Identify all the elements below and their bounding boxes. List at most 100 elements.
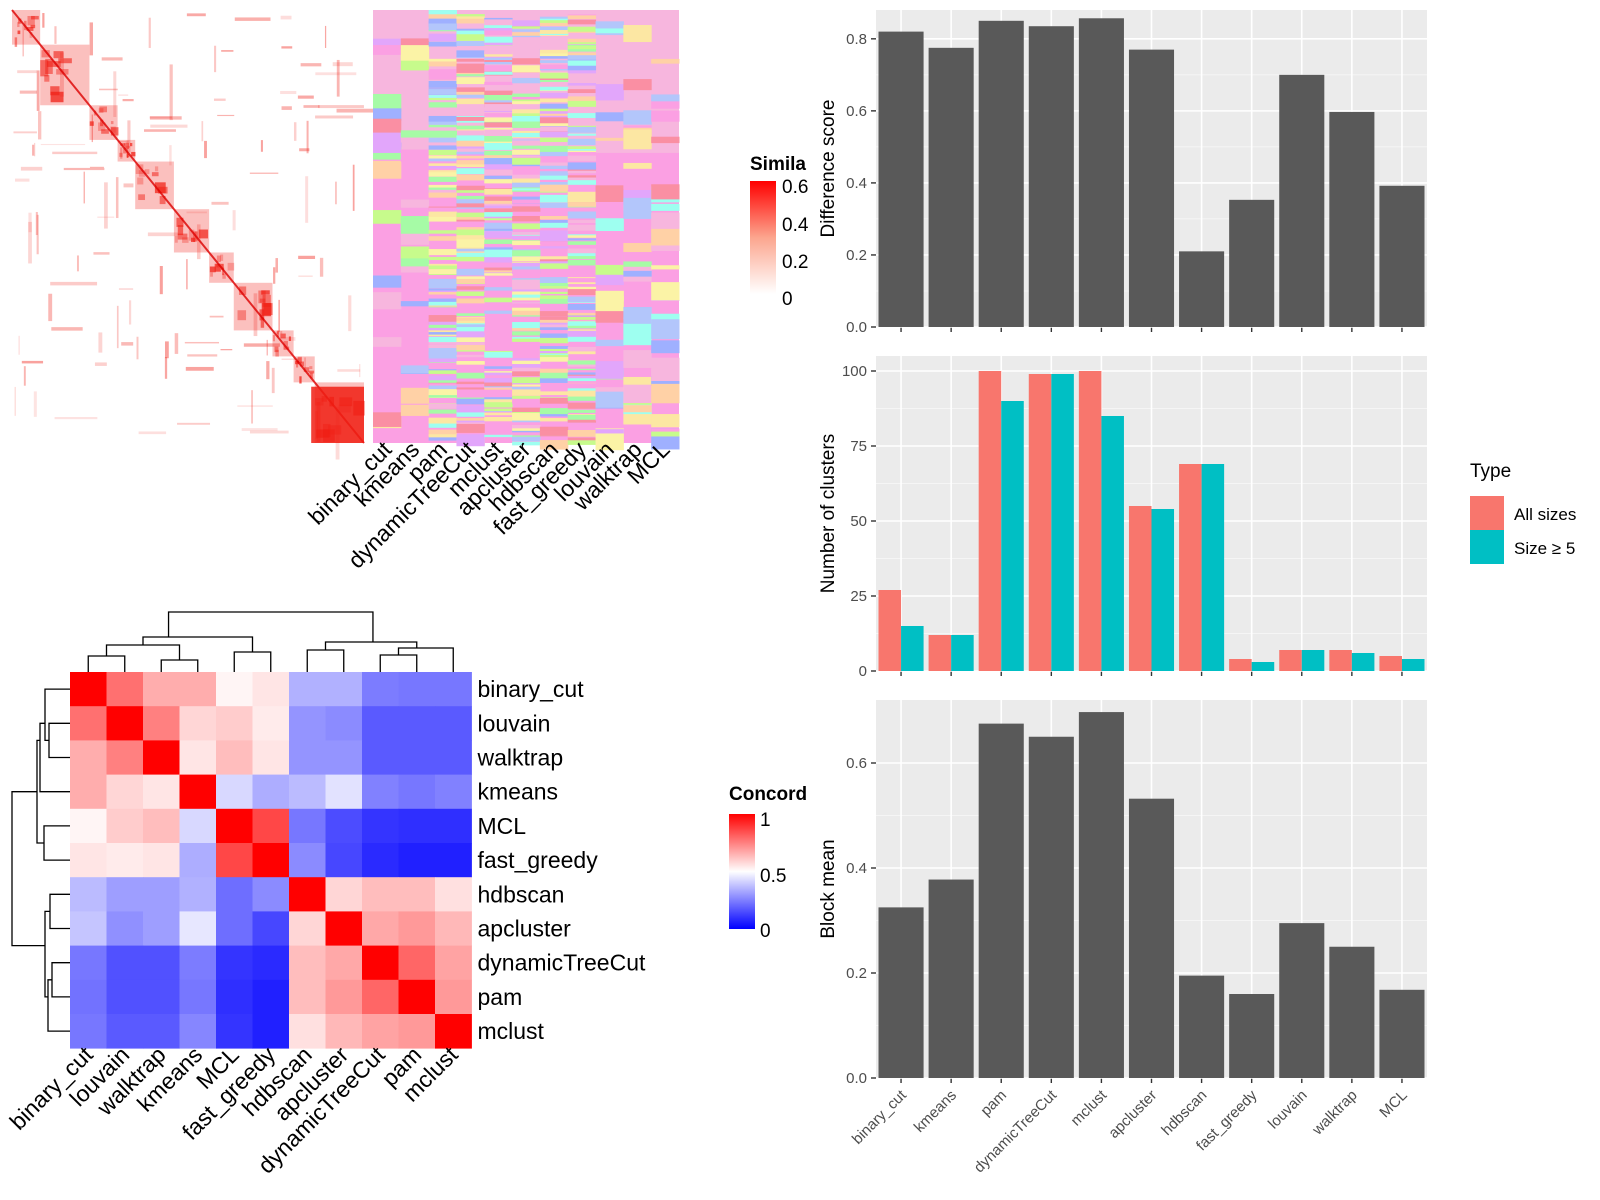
class-stripe	[512, 360, 541, 365]
bar-louvain	[1279, 923, 1325, 1078]
class-stripe	[484, 378, 513, 383]
class-stripe	[567, 414, 597, 420]
bar-louvain-series-1	[1279, 650, 1302, 671]
class-stripe	[428, 364, 457, 370]
class-stripe	[484, 366, 513, 369]
similarity-subblock	[110, 127, 119, 136]
similarity-streak	[138, 431, 167, 435]
class-stripe	[456, 427, 485, 433]
class-stripe	[456, 291, 485, 296]
class-stripe	[428, 155, 457, 159]
similarity-subblock	[238, 286, 247, 295]
similarity-streak	[237, 405, 273, 407]
concordance-cell	[289, 945, 326, 981]
class-stripe	[623, 162, 652, 169]
concordance-cell	[289, 877, 326, 912]
class-stripe	[595, 140, 624, 148]
class-stripe	[456, 252, 485, 260]
dendrogram-branch	[44, 688, 70, 742]
class-stripe	[428, 59, 457, 67]
class-stripe	[428, 290, 457, 293]
similarity-subblock	[299, 361, 304, 367]
similarity-subblock	[216, 255, 221, 263]
concordance-cell	[252, 706, 290, 741]
class-stripe	[428, 95, 457, 98]
class-stripe	[456, 405, 485, 413]
concordance-cell	[435, 808, 472, 844]
concordance-cell	[398, 945, 436, 981]
similarity-subblock	[40, 60, 49, 77]
class-stripe	[456, 168, 485, 175]
class-stripe	[456, 342, 485, 346]
class-stripe	[428, 385, 457, 393]
concordance-cell	[70, 911, 107, 946]
concordance-cell	[252, 672, 290, 707]
bar-louvain-series-2	[1301, 650, 1325, 671]
similarity-legend: Simila 0.6 0.4 0.2 0	[750, 154, 809, 310]
class-stripe	[567, 429, 597, 437]
concordance-cell	[143, 877, 180, 912]
class-stripe	[428, 89, 457, 95]
class-stripe	[567, 15, 597, 19]
similarity-streak	[54, 26, 57, 44]
similarity-subblock	[283, 341, 288, 347]
concordance-cell	[252, 808, 290, 844]
class-stripe	[456, 125, 485, 130]
class-stripe	[539, 123, 569, 127]
class-stripe	[428, 344, 457, 351]
class-stripe	[539, 22, 569, 26]
class-stripe	[484, 129, 513, 136]
method-column-labels: binary_cutkmeanspamdynamicTreeCutmclusta…	[303, 436, 675, 574]
class-stripe	[512, 26, 541, 29]
class-stripe	[512, 425, 541, 429]
dendrogram-branch	[379, 654, 418, 672]
concordance-cell	[106, 774, 144, 810]
class-stripe	[428, 58, 457, 62]
similarity-streak	[38, 111, 42, 140]
class-stripe	[484, 169, 513, 176]
concordance-cell	[216, 911, 253, 946]
similarity-streak	[23, 366, 26, 386]
class-stripe	[512, 223, 541, 230]
class-stripe	[512, 310, 541, 316]
concordance-cell	[398, 706, 436, 741]
class-stripe	[400, 387, 430, 404]
class-stripe	[512, 144, 541, 149]
similarity-streak	[299, 148, 310, 152]
class-stripe	[373, 412, 402, 427]
similarity-streak	[196, 224, 201, 260]
class-stripe	[651, 226, 680, 246]
class-stripe	[512, 20, 541, 27]
class-stripe	[512, 327, 541, 331]
similarity-streak	[148, 17, 151, 48]
concordance-cell	[362, 706, 399, 741]
class-stripe	[484, 188, 513, 195]
similarity-streak	[243, 343, 280, 347]
bar-hdbscan	[1179, 975, 1225, 1078]
similarity-subblock	[299, 376, 302, 384]
similarity-streak	[117, 141, 126, 143]
class-stripe	[428, 263, 457, 267]
class-stripe	[512, 240, 541, 246]
class-stripe	[456, 89, 485, 95]
concordance-cell	[325, 808, 363, 844]
class-stripe	[567, 286, 597, 291]
class-stripe	[512, 322, 541, 329]
similarity-streak	[34, 142, 36, 157]
y-tick-label: 0.2	[846, 965, 867, 982]
class-stripe	[567, 378, 597, 382]
class-stripe	[595, 290, 624, 312]
class-stripe	[484, 113, 513, 117]
class-stripe	[456, 335, 485, 343]
class-stripe	[428, 395, 457, 398]
dendrogram-branch	[105, 644, 181, 660]
class-stripe	[428, 164, 457, 169]
class-stripe	[428, 434, 457, 438]
concordance-cell	[179, 843, 217, 878]
class-stripe	[512, 93, 541, 97]
concordance-legend-colorbar	[729, 814, 755, 929]
class-stripe	[623, 110, 652, 125]
class-stripe	[484, 399, 513, 403]
class-stripe	[428, 23, 457, 31]
